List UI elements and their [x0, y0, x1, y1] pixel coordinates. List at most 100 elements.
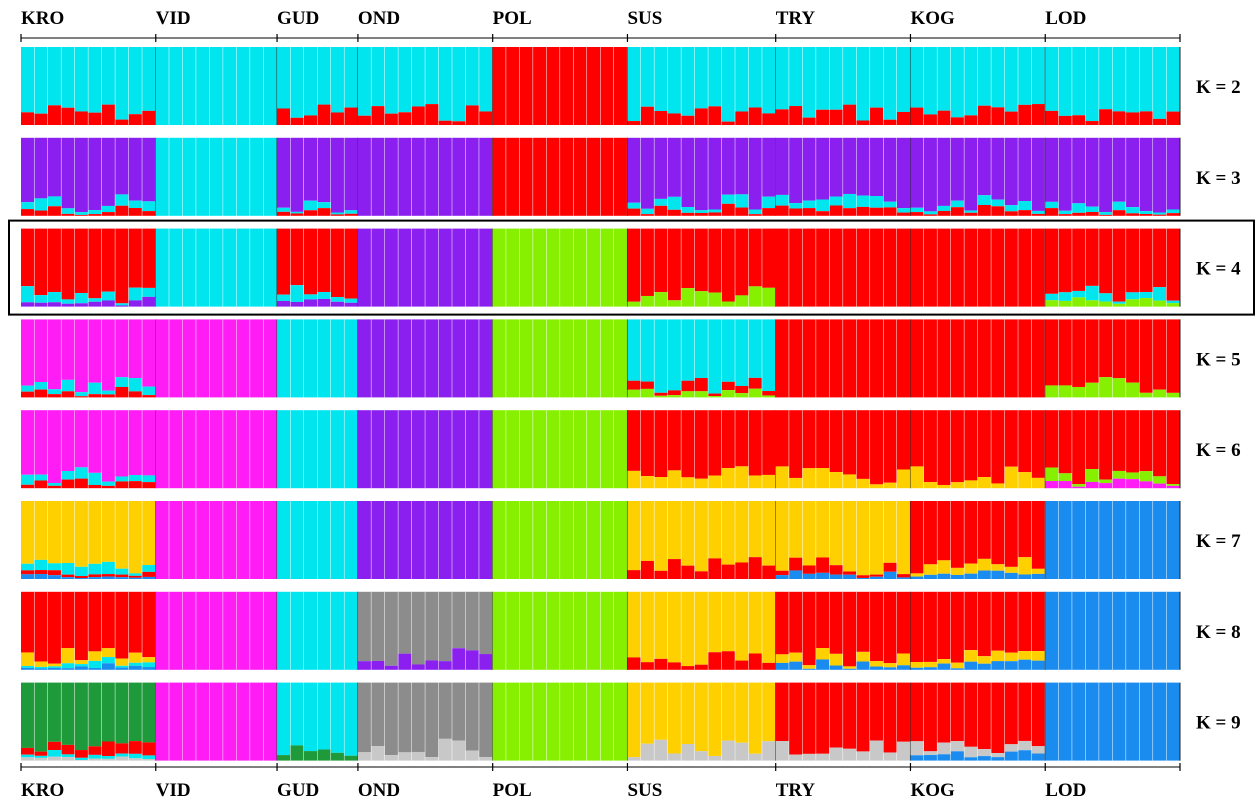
- bar-segment: [61, 299, 75, 304]
- bar-segment: [573, 228, 588, 307]
- bar-segment: [1112, 137, 1127, 202]
- bar-segment: [34, 757, 48, 761]
- bar-segment: [977, 682, 992, 750]
- bar-segment: [101, 756, 116, 759]
- bar-segment: [1058, 410, 1073, 474]
- bar-segment: [128, 652, 143, 663]
- bar-segment: [21, 302, 35, 307]
- bar-segment: [492, 319, 507, 398]
- bar-segment: [519, 137, 534, 216]
- bar-segment: [398, 410, 412, 489]
- bar-segment: [667, 501, 682, 560]
- bar-segment: [748, 557, 763, 579]
- bar-segment: [1004, 682, 1019, 745]
- bar-segment: [277, 319, 291, 398]
- bar-segment: [88, 758, 102, 761]
- bar-segment: [196, 137, 210, 216]
- bar-segment: [1031, 591, 1046, 652]
- bar-segment: [357, 410, 372, 489]
- bar-segment: [1166, 213, 1180, 216]
- bar-segment: [870, 228, 884, 307]
- bar-segment: [1112, 228, 1127, 302]
- bar-segment: [61, 648, 75, 664]
- bar-segment: [317, 749, 331, 761]
- bar-segment: [627, 121, 641, 125]
- bar-segment: [34, 295, 48, 303]
- bar-segment: [61, 379, 75, 392]
- bar-segment: [789, 682, 803, 755]
- bar-segment: [843, 193, 857, 209]
- bar-segment: [1099, 682, 1113, 761]
- bar-segment: [613, 410, 628, 489]
- bar-segment: [142, 287, 156, 297]
- bar-segment: [762, 565, 776, 579]
- bar-segment: [1153, 300, 1167, 307]
- bar-segment: [277, 228, 291, 295]
- bar-segment: [479, 591, 493, 655]
- pop-label-gud-bottom: GUD: [277, 780, 319, 801]
- bar-segment: [1018, 47, 1032, 105]
- bar-segment: [142, 591, 156, 658]
- bar-segment: [789, 754, 803, 761]
- bar-segment: [775, 205, 790, 216]
- bar-segment: [182, 682, 197, 761]
- bar-segment: [425, 682, 439, 758]
- bar-segment: [775, 109, 790, 125]
- bar-segment: [330, 682, 345, 753]
- bar-segment: [371, 660, 385, 670]
- bar-segment: [438, 738, 453, 761]
- bar-segment: [236, 682, 251, 761]
- bar-segment: [829, 653, 844, 666]
- bar-segment: [681, 477, 695, 489]
- bar-segment: [1031, 410, 1046, 478]
- bar-segment: [34, 210, 48, 216]
- bar-segment: [829, 137, 844, 197]
- bar-segment: [735, 385, 749, 394]
- bar-segment: [977, 663, 992, 670]
- bar-segment: [1031, 210, 1046, 214]
- bar-segment: [479, 47, 493, 112]
- bar-segment: [209, 47, 224, 125]
- bar-segment: [829, 47, 844, 110]
- bar-segment: [1126, 591, 1140, 670]
- bar-segment: [950, 501, 965, 568]
- bar-segment: [870, 207, 884, 216]
- bar-segment: [21, 501, 35, 564]
- bar-segment: [1112, 378, 1127, 398]
- bar-segment: [775, 662, 790, 670]
- bar-segment: [748, 228, 763, 287]
- bar-segment: [640, 501, 655, 561]
- bar-segment: [694, 210, 709, 213]
- bar-segment: [411, 591, 426, 665]
- bar-segment: [829, 196, 844, 206]
- bar-segment: [1153, 476, 1167, 484]
- bar-segment: [816, 47, 830, 110]
- pop-label-kog-bottom: KOG: [910, 780, 955, 801]
- bar-segment: [950, 668, 965, 670]
- bar-segment: [762, 474, 776, 489]
- bar-segment: [735, 295, 749, 307]
- bar-segment: [640, 410, 655, 477]
- bar-segment: [600, 591, 614, 670]
- bar-segment: [546, 228, 561, 307]
- bar-segment: [452, 228, 466, 307]
- bar-segment: [587, 137, 601, 216]
- bar-segment: [654, 205, 668, 216]
- bar-segment: [735, 682, 749, 743]
- bar-segment: [587, 682, 601, 761]
- bar-segment: [843, 410, 857, 475]
- bar-segment: [101, 291, 116, 301]
- bar-segment: [1058, 682, 1073, 761]
- bar-segment: [977, 228, 992, 307]
- bar-segment: [34, 570, 48, 575]
- bar-segment: [1018, 410, 1032, 473]
- bar-segment: [74, 303, 89, 307]
- bar-segment: [74, 293, 89, 304]
- bar-segment: [115, 667, 129, 670]
- bar-segment: [789, 661, 803, 670]
- bar-segment: [1058, 228, 1073, 293]
- bar-segment: [1004, 410, 1019, 467]
- bar-segment: [829, 501, 844, 566]
- bar-segment: [694, 108, 709, 125]
- bar-segment: [843, 228, 857, 307]
